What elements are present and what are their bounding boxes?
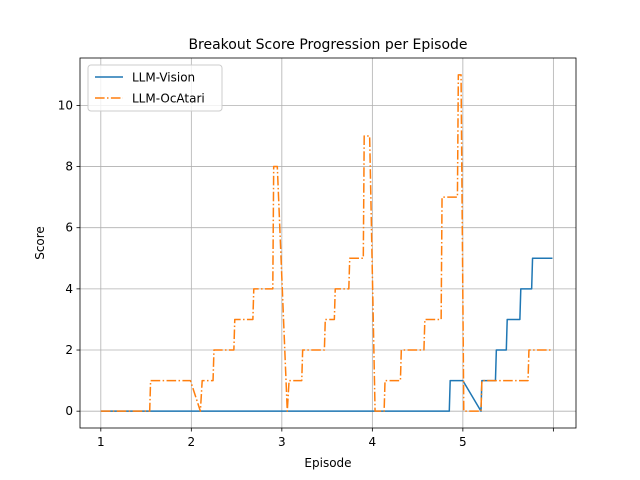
y-tick-label: 2 (65, 343, 73, 357)
x-axis-label: Episode (304, 456, 351, 470)
legend: LLM-Vision LLM-OcAtari (87, 64, 223, 112)
x-tick-label: 4 (369, 435, 377, 449)
x-tick-label: 2 (188, 435, 196, 449)
y-tick-label: 0 (65, 404, 73, 418)
y-tick-label: 4 (65, 282, 73, 296)
series-layer (100, 74, 553, 412)
chart-title: Breakout Score Progression per Episode (188, 37, 467, 53)
y-axis: 0 2 4 6 8 10 (58, 98, 80, 418)
legend-label: LLM-OcAtari (132, 92, 205, 106)
x-tick-label: 3 (278, 435, 286, 449)
y-tick-label: 6 (65, 221, 73, 235)
y-tick-label: 10 (58, 98, 73, 112)
x-tick-label: 5 (459, 435, 467, 449)
y-axis-label: Score (33, 226, 47, 260)
x-tick-label: 1 (97, 435, 105, 449)
x-axis: 1 2 3 4 5 (97, 428, 554, 449)
series-line-llm-ocatari (100, 74, 552, 412)
plot-frame (79, 57, 577, 429)
legend-label: LLM-Vision (132, 71, 195, 85)
grid (80, 58, 576, 428)
y-tick-label: 8 (65, 160, 73, 174)
